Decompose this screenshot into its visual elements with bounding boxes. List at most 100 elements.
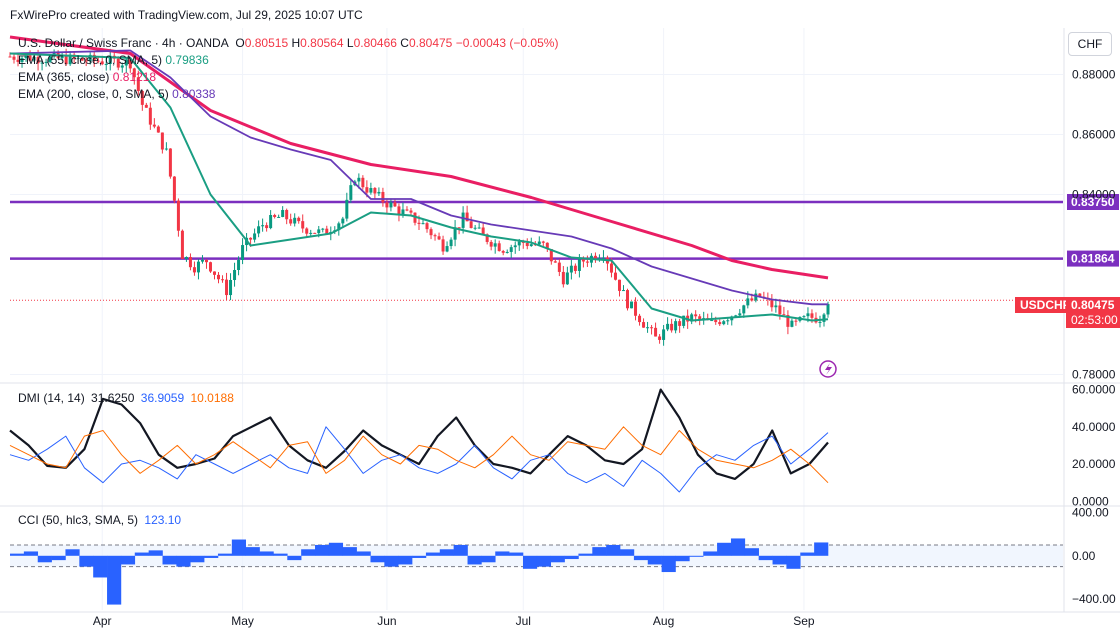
- time-tick-label: Sep: [793, 614, 815, 628]
- candle-body: [76, 57, 80, 59]
- currency-selector[interactable]: CHF: [1068, 32, 1112, 56]
- candle-body: [301, 221, 305, 229]
- candle-body: [666, 323, 670, 330]
- cci-bar: [730, 538, 746, 556]
- candle-body: [277, 216, 281, 218]
- candle-body: [638, 315, 642, 323]
- candle-body: [477, 227, 481, 229]
- candle-body: [613, 272, 617, 280]
- candle-body: [164, 148, 168, 150]
- candle-body: [750, 298, 754, 301]
- candle-body: [690, 314, 694, 322]
- time-tick-label: Apr: [93, 614, 112, 628]
- candle-body: [734, 315, 738, 317]
- candle-body: [32, 56, 36, 61]
- candle-body: [140, 91, 144, 105]
- candle-body: [341, 218, 345, 224]
- dmi-tick-label: 20.0000: [1072, 457, 1116, 471]
- candle-body: [249, 237, 253, 240]
- candle-body: [790, 320, 794, 327]
- candle-body: [581, 259, 585, 262]
- candle-body: [674, 321, 678, 331]
- candle-body: [257, 226, 261, 234]
- cci-bar: [245, 547, 260, 556]
- candle-body: [802, 316, 806, 318]
- candle-body: [128, 59, 132, 69]
- indicator-legend-ema365[interactable]: EMA (365, close) 0.81218: [18, 70, 156, 84]
- candle-body: [305, 228, 309, 234]
- candle-body: [662, 329, 666, 340]
- candle-body: [204, 259, 208, 263]
- candle-body: [694, 314, 698, 317]
- price-tick-label: 0.78000: [1072, 368, 1116, 382]
- cci-bar: [10, 553, 25, 556]
- candle-body: [698, 316, 702, 320]
- cci-legend[interactable]: CCI (50, hlc3, SMA, 5) 123.10: [18, 513, 181, 527]
- candle-body: [261, 225, 265, 227]
- dmi-tick-label: 40.0000: [1072, 420, 1116, 434]
- candle-body: [36, 56, 40, 64]
- cci-bar: [356, 551, 371, 556]
- candle-body: [221, 279, 225, 281]
- candle-body: [545, 242, 549, 250]
- ohlc-low: 0.80466: [353, 36, 397, 50]
- indicator-legend-ema55[interactable]: EMA (55, close, 0, SMA, 5) 0.79836: [18, 53, 209, 67]
- ohlc-change: −0.00043 (−0.05%): [455, 36, 559, 50]
- candle-body: [786, 315, 790, 327]
- symbol-price-tag: USDCHF: [1015, 297, 1075, 313]
- candle-body: [265, 225, 269, 229]
- cci-bar: [259, 551, 274, 556]
- cci-tick-label: 400.00: [1072, 505, 1109, 519]
- cci-bar: [439, 549, 454, 556]
- time-axis: Apr May Jun Jul Aug Sep: [93, 614, 815, 628]
- candle-body: [593, 255, 597, 261]
- dmi-legend[interactable]: DMI (14, 14) 31.6250 36.9059 10.0188: [18, 391, 234, 405]
- candle-body: [124, 59, 128, 66]
- cci-bar: [772, 555, 787, 565]
- price-tick-label: 0.86000: [1072, 128, 1116, 142]
- candle-body: [585, 261, 589, 263]
- candle-body: [453, 227, 457, 240]
- candle-body: [433, 235, 437, 237]
- candle-body: [742, 305, 746, 314]
- cci-bar: [620, 549, 635, 556]
- cci-bar: [287, 555, 302, 561]
- cci-bar: [315, 544, 330, 556]
- candle-body: [40, 62, 44, 64]
- candle-body: [726, 320, 730, 322]
- dmi-panel: [9, 388, 829, 493]
- candle-body: [373, 188, 377, 194]
- candle-body: [385, 202, 389, 208]
- symbol-legend[interactable]: U.S. Dollar / Swiss Franc · 4h · OANDA O…: [18, 36, 558, 50]
- cci-bar: [301, 549, 316, 556]
- candle-body: [108, 55, 112, 64]
- candle-body: [345, 199, 349, 219]
- candle-body: [810, 313, 814, 318]
- candle-body: [88, 54, 92, 62]
- candle-body: [429, 229, 433, 236]
- candle-body: [361, 177, 365, 188]
- candle-body: [80, 57, 84, 61]
- cci-bar: [717, 542, 732, 556]
- cci-bar: [37, 555, 52, 563]
- indicator-value: 0.80338: [172, 87, 216, 101]
- candle-body: [116, 58, 120, 68]
- cci-bar: [398, 555, 413, 565]
- dmi-tick-label: 0.0000: [1072, 494, 1109, 508]
- cci-bar: [703, 551, 718, 556]
- candle-body: [241, 245, 245, 261]
- candle-body: [525, 242, 529, 247]
- candle-body: [513, 245, 517, 248]
- ema55-line: [9, 52, 829, 322]
- cci-label: CCI (50, hlc3, SMA, 5): [18, 513, 139, 527]
- indicator-legend-ema200[interactable]: EMA (200, close, 0, SMA, 5) 0.80338: [18, 87, 215, 101]
- candle-body: [441, 239, 445, 252]
- candle-body: [293, 217, 297, 224]
- cci-tick-label: 0.00: [1072, 549, 1096, 563]
- candle-body: [529, 244, 533, 247]
- dmi-tick-label: 60.0000: [1072, 383, 1116, 397]
- candle-body: [16, 59, 20, 62]
- flash-icon[interactable]: [819, 360, 837, 378]
- candle-body: [225, 279, 229, 296]
